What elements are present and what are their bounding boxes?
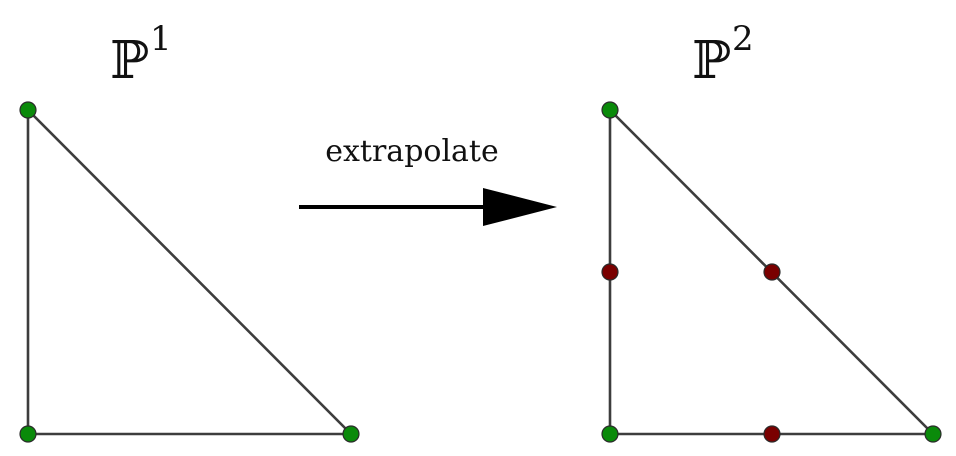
left-edge-hypotenuse <box>26 108 353 436</box>
right-vertex-bottom-left <box>601 425 619 443</box>
left-triangle-group: ℙ 1 <box>19 19 360 443</box>
right-title-base: ℙ <box>692 31 731 91</box>
right-title-superscript: 2 <box>732 19 754 59</box>
left-vertex-top <box>19 101 37 119</box>
left-title-base: ℙ <box>110 31 149 91</box>
right-triangle-group: ℙ 2 <box>601 19 942 443</box>
left-vertex-bottom-left <box>19 425 37 443</box>
arrow-label: extrapolate <box>325 134 499 169</box>
left-title-superscript: 1 <box>150 19 172 59</box>
right-vertex-bottom-right <box>924 425 942 443</box>
right-midpoint-vertical-edge <box>601 263 619 281</box>
right-midpoint-hypotenuse <box>763 263 781 281</box>
arrow-head <box>483 188 557 226</box>
extrapolate-arrow-group: extrapolate <box>299 134 557 226</box>
right-vertex-top <box>601 101 619 119</box>
left-vertex-bottom-right <box>342 425 360 443</box>
right-midpoint-horizontal-edge <box>763 425 781 443</box>
